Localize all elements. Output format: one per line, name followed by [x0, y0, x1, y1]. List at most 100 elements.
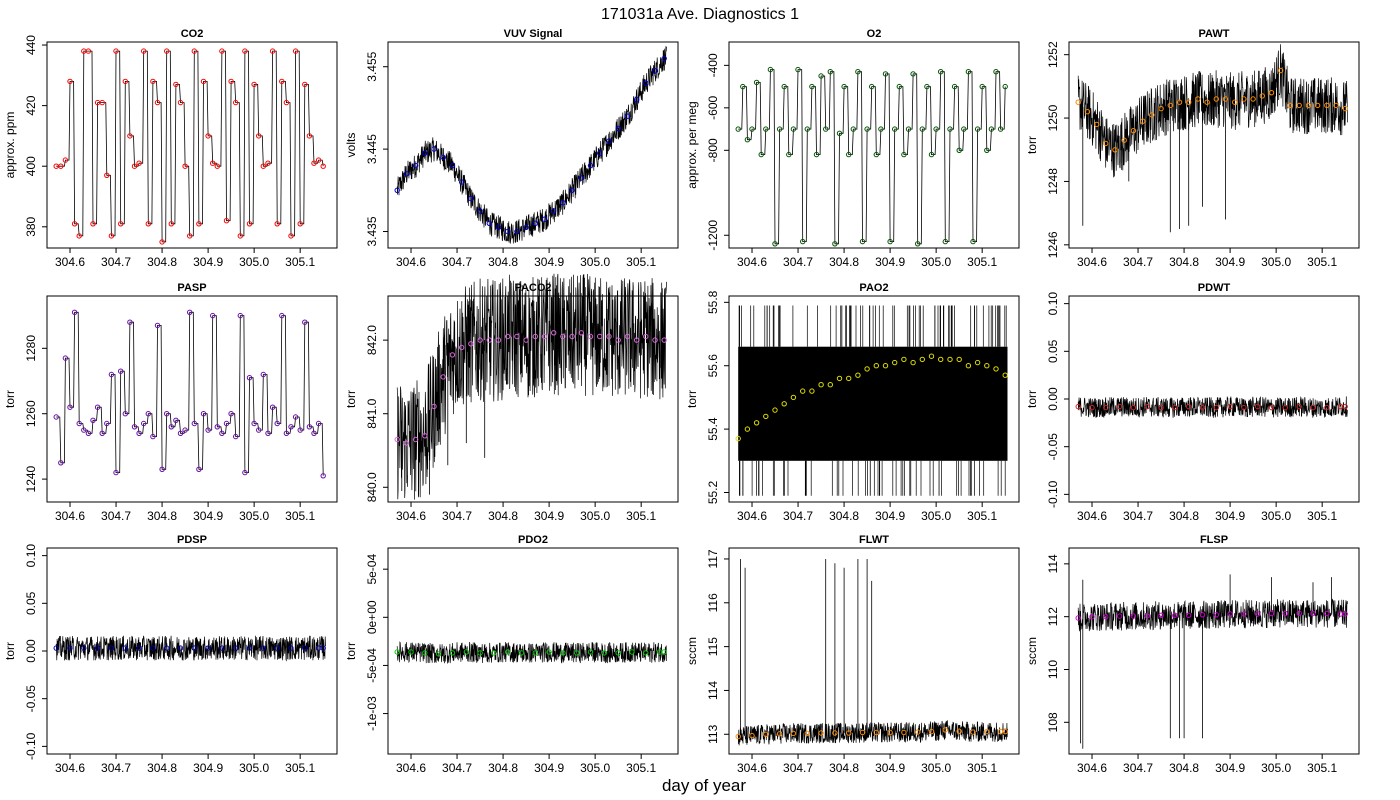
data-point — [449, 352, 456, 358]
data-point — [800, 388, 806, 394]
y-tick-label: -600 — [706, 96, 720, 120]
data-point — [205, 645, 211, 651]
data-point — [113, 48, 119, 54]
data-point — [892, 126, 898, 132]
y-tick-label: -0.10 — [1046, 480, 1060, 508]
data-point — [924, 83, 930, 90]
data-point — [1199, 612, 1206, 618]
data-point — [1204, 99, 1210, 105]
y-axis-label: torr — [344, 390, 358, 408]
data-point — [440, 154, 446, 161]
data-point — [569, 187, 575, 194]
data-point — [767, 66, 774, 73]
data-point — [81, 645, 87, 651]
data-point — [776, 126, 783, 132]
data-point — [394, 187, 400, 194]
data-point — [1310, 610, 1316, 617]
y-tick-label: 1260 — [24, 400, 38, 427]
data-point — [892, 359, 898, 366]
data-point — [859, 238, 866, 245]
data-point — [601, 650, 607, 656]
data-point — [1002, 728, 1008, 735]
x-axis: 304.6 304.7 304.8 304.9 305.0 305.1 — [1077, 754, 1338, 775]
data-point — [1268, 610, 1275, 617]
data-point — [1093, 121, 1100, 128]
data-point — [919, 356, 925, 363]
data-point — [1130, 613, 1137, 619]
data-point — [219, 430, 225, 436]
panel-pasp: PASP torr 304.6 304.7 304.8 304.9 305.0 305.1 12… — [3, 282, 338, 523]
data-point — [62, 157, 69, 163]
data-point — [1186, 403, 1192, 410]
data-point — [846, 375, 852, 382]
data-point — [974, 126, 981, 132]
data-point — [422, 650, 428, 656]
data-point — [846, 730, 852, 736]
y-axis-label: torr — [1025, 390, 1039, 408]
data-point — [1314, 102, 1321, 109]
data-point — [597, 150, 603, 156]
figure-title: 171031a Ave. Diagnostics 1 — [601, 6, 799, 23]
data-point — [422, 150, 428, 156]
data-point — [1213, 404, 1220, 411]
plot-frame — [46, 295, 338, 503]
y-tick-label: 114 — [706, 681, 720, 700]
raw-trace — [1077, 598, 1348, 632]
data-point — [1342, 105, 1348, 112]
data-point — [836, 130, 843, 137]
y-tick-label: 55.4 — [706, 417, 720, 441]
x-tick-label: 304.9 — [193, 509, 223, 523]
x-tick-label: 305.0 — [239, 509, 269, 523]
x-tick-label: 305.1 — [967, 255, 997, 269]
data-point — [76, 420, 82, 427]
data-point — [790, 394, 797, 401]
raw-trace-spikes — [738, 305, 1007, 496]
data-point — [127, 319, 133, 325]
y-axis: 3.435 3.445 3.455 — [365, 51, 388, 247]
data-point — [1255, 611, 1261, 617]
data-point — [956, 147, 962, 154]
data-point — [246, 645, 253, 651]
data-point — [578, 330, 584, 336]
panel-title: PAWT — [1199, 28, 1230, 40]
data-point — [1310, 404, 1316, 411]
data-point — [431, 146, 437, 152]
x-tick-label: 304.9 — [193, 761, 223, 775]
y-tick-label: -0.05 — [24, 685, 38, 713]
data-point — [514, 333, 520, 340]
data-point — [624, 113, 631, 119]
data-point — [832, 241, 838, 247]
data-point — [735, 733, 741, 740]
data-point — [1002, 372, 1008, 378]
x-tick-label: 305.1 — [1307, 509, 1337, 523]
data-point — [859, 729, 866, 736]
x-axis: 304.6 304.7 304.8 304.9 305.0 305.1 — [1077, 502, 1338, 523]
data-point — [136, 430, 142, 436]
data-point — [94, 645, 101, 651]
data-point — [984, 728, 990, 735]
data-point — [131, 163, 138, 169]
data-point — [71, 221, 78, 227]
x-tick-label: 304.6 — [737, 509, 767, 523]
data-point — [320, 645, 326, 651]
plot-frame — [1068, 41, 1360, 249]
raw-trace — [396, 46, 667, 244]
data-point — [1241, 404, 1247, 411]
data-point — [795, 66, 801, 73]
data-point — [961, 126, 967, 132]
data-point — [1278, 67, 1284, 74]
x-tick-label: 304.8 — [488, 761, 518, 775]
data-point — [1186, 99, 1192, 105]
x-tick-label: 305.0 — [580, 255, 610, 269]
y-tick-label: 440 — [24, 35, 38, 55]
data-point — [408, 649, 414, 655]
y-tick-label: -1200 — [706, 220, 720, 251]
data-point — [1324, 404, 1330, 411]
data-point — [214, 424, 221, 430]
x-tick-label: 305.0 — [921, 761, 951, 775]
x-tick-label: 304.9 — [534, 509, 564, 523]
x-axis: 304.6 304.7 304.8 304.9 305.0 305.1 — [55, 754, 316, 775]
data-point — [551, 208, 557, 214]
data-point — [394, 436, 400, 443]
